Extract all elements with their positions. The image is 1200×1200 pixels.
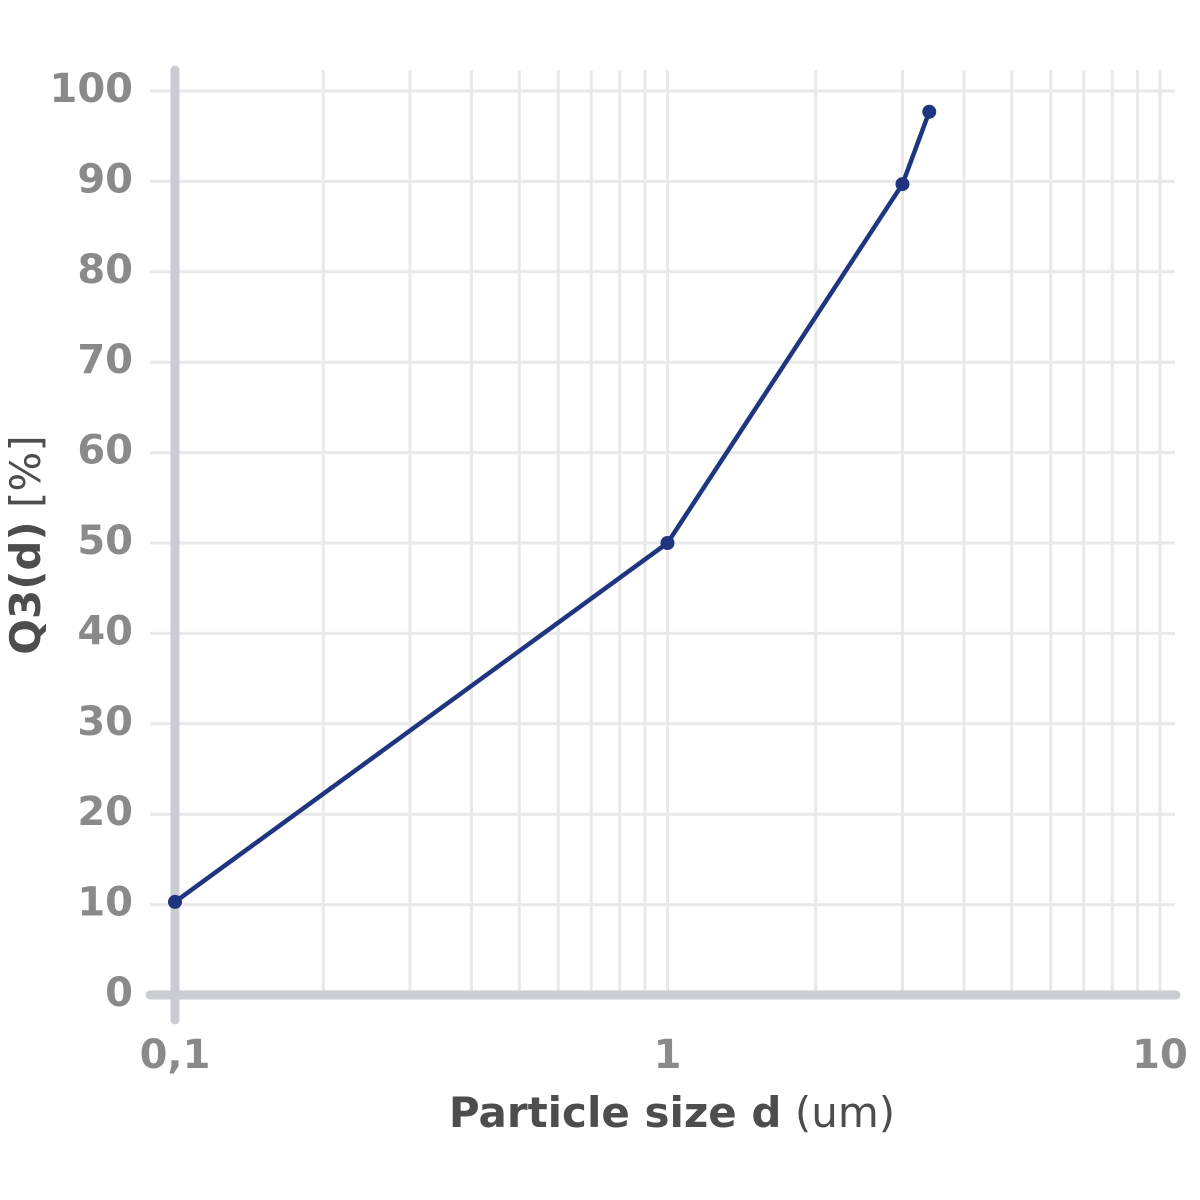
y-tick-label: 50 <box>77 518 133 564</box>
y-tick-label: 20 <box>77 789 133 835</box>
y-axis-title: Q3(d) [%] <box>1 435 50 654</box>
x-tick-label: 1 <box>654 1032 682 1078</box>
y-tick-label: 90 <box>77 156 133 202</box>
y-tick-label: 40 <box>77 608 133 654</box>
y-tick-label: 60 <box>77 428 133 474</box>
data-point <box>660 536 675 550</box>
y-axis-title-main: Q3(d) <box>1 521 50 654</box>
x-axis-title-main: Particle size d <box>449 1088 782 1137</box>
y-tick-label: 80 <box>77 247 133 293</box>
y-tick-label: 10 <box>77 880 133 926</box>
y-tick-label: 30 <box>77 699 133 745</box>
y-axis-title-unit: [%] <box>1 435 50 508</box>
x-tick-label: 10 <box>1132 1032 1188 1078</box>
data-point <box>168 894 182 909</box>
y-tick-label: 0 <box>105 970 133 1016</box>
data-point <box>922 104 937 119</box>
data-point <box>895 177 910 192</box>
x-tick-label: 0,1 <box>140 1032 211 1078</box>
y-tick-label: 100 <box>50 66 134 112</box>
x-axis-title: Particle size d (um) <box>449 1088 895 1137</box>
y-tick-label: 70 <box>77 337 133 383</box>
x-axis-title-unit: (um) <box>795 1088 895 1137</box>
data-line <box>173 111 932 904</box>
